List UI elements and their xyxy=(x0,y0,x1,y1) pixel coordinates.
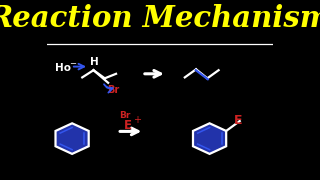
Text: Br: Br xyxy=(107,85,119,95)
Text: +: + xyxy=(133,115,141,125)
Polygon shape xyxy=(193,123,226,154)
Text: Reaction Mechanism: Reaction Mechanism xyxy=(0,4,320,33)
Text: Ho: Ho xyxy=(55,63,71,73)
Text: H: H xyxy=(90,57,99,67)
Text: −: − xyxy=(69,59,76,68)
Text: E: E xyxy=(234,114,243,127)
Text: Br: Br xyxy=(119,111,131,120)
Polygon shape xyxy=(55,123,89,154)
Text: E: E xyxy=(124,119,132,132)
